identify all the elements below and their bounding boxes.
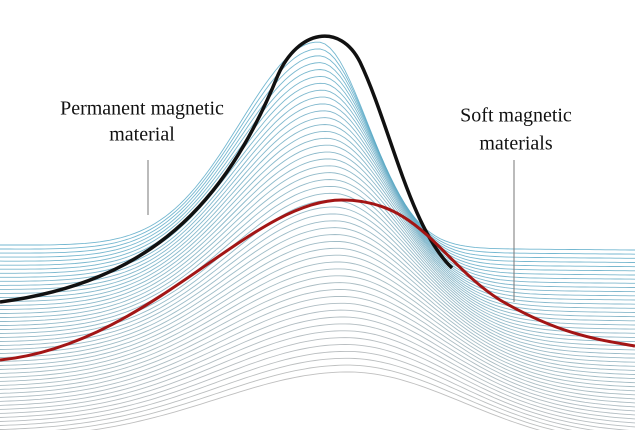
field-line <box>0 110 635 293</box>
field-line <box>0 96 635 284</box>
field-line <box>54 364 556 430</box>
field-line <box>0 234 635 367</box>
field-line <box>0 165 635 326</box>
field-line <box>0 254 635 380</box>
label: material <box>109 124 175 146</box>
field-line <box>0 213 635 355</box>
field-line <box>0 350 595 430</box>
field-line <box>0 357 573 430</box>
field-line <box>0 137 635 309</box>
field-line <box>0 316 635 416</box>
field-lines <box>0 41 635 430</box>
field-line <box>0 275 635 392</box>
field-line <box>0 75 635 272</box>
field-line <box>0 172 635 330</box>
field-line <box>0 323 635 420</box>
field-line <box>0 48 635 255</box>
permanent-curve <box>0 34 454 304</box>
field-line <box>0 330 635 424</box>
field-line <box>0 130 635 305</box>
field-line <box>0 227 635 363</box>
field-line <box>0 247 635 375</box>
label: Soft magnetic <box>460 105 572 127</box>
field-line <box>0 124 635 301</box>
field-line <box>0 69 635 268</box>
field-line <box>0 185 635 338</box>
field-line <box>0 192 635 343</box>
field-line <box>0 89 635 280</box>
field-line <box>0 206 635 351</box>
field-line <box>0 41 635 251</box>
field-line <box>0 309 635 412</box>
field-line <box>0 220 635 359</box>
label: Permanent magnetic <box>60 98 224 120</box>
soft-curve <box>0 198 635 362</box>
field-line <box>0 282 635 396</box>
field-line <box>0 344 630 430</box>
field-line <box>89 371 541 430</box>
field-line <box>0 295 635 404</box>
field-line <box>0 302 635 408</box>
label: materials <box>479 133 553 155</box>
field-line <box>0 268 635 388</box>
field-line <box>0 55 635 259</box>
field-line <box>0 337 635 428</box>
field-line <box>0 261 635 384</box>
field-line <box>0 151 635 318</box>
field-line <box>0 158 635 322</box>
field-line <box>0 144 635 313</box>
field-line <box>0 240 635 371</box>
field-line <box>0 117 635 297</box>
field-line <box>0 289 635 400</box>
field-line <box>0 103 635 288</box>
field-line <box>0 82 635 276</box>
field-line <box>0 179 635 334</box>
field-line <box>0 62 635 263</box>
